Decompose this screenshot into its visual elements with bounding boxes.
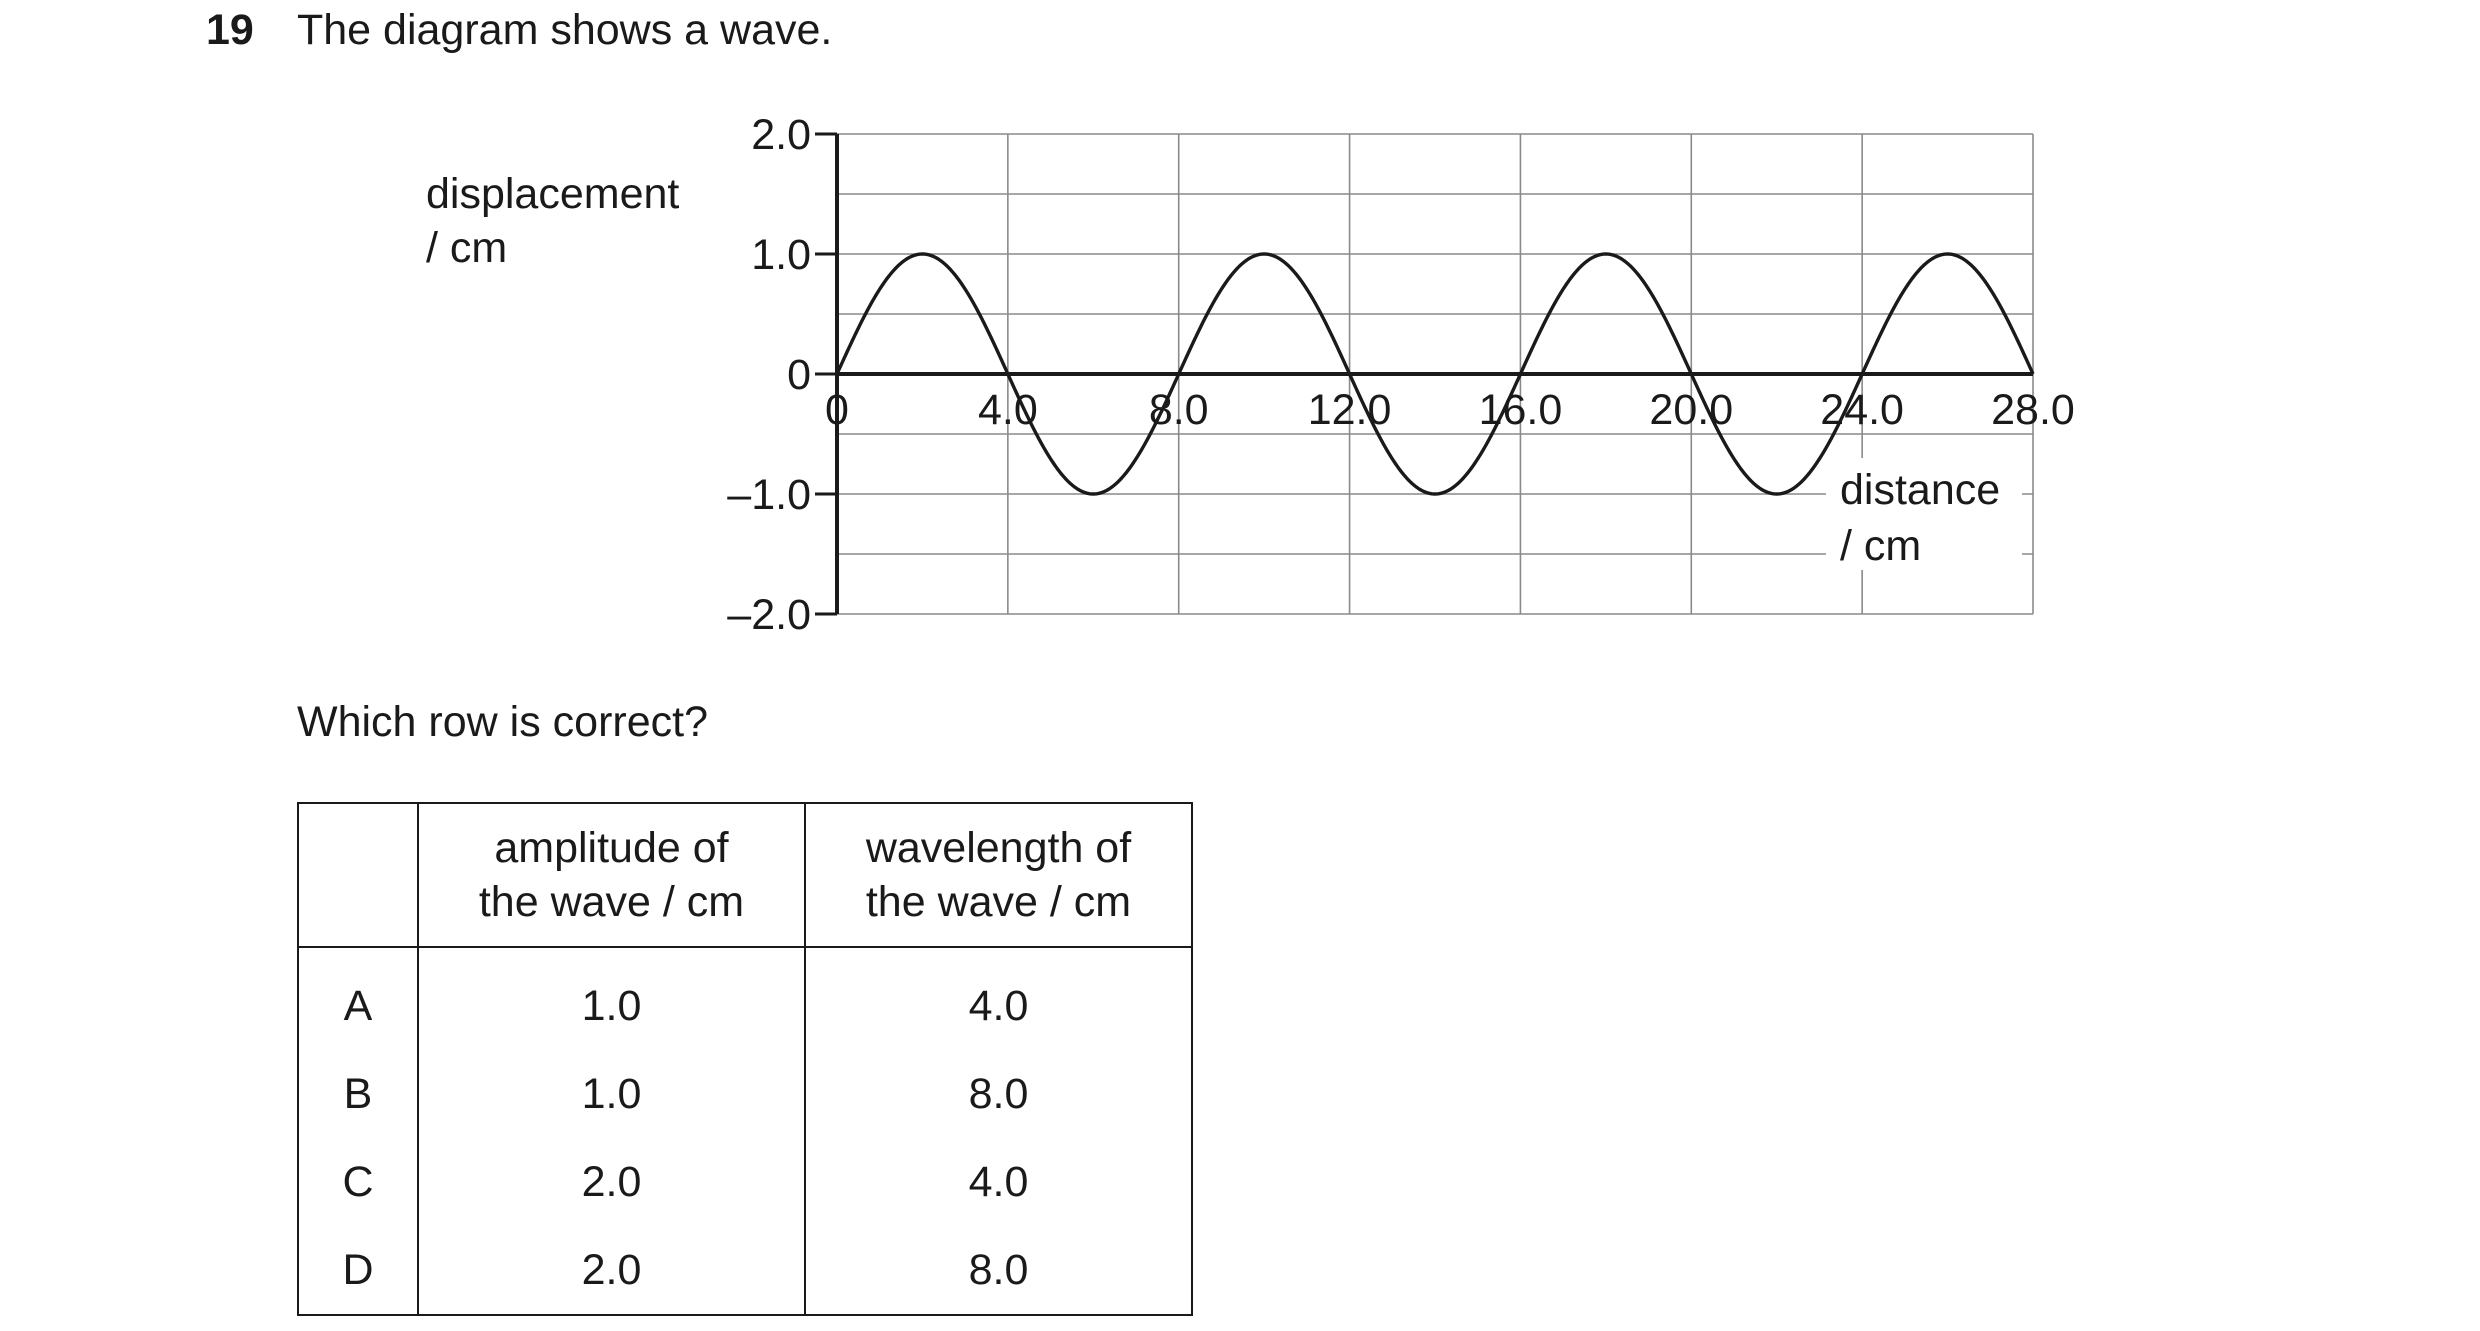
amplitude-header-line1: amplitude of — [494, 824, 729, 872]
wavelength-cell: 4.0 — [804, 947, 1193, 1050]
amplitude-cell: 1.0 — [417, 947, 806, 1050]
wavelength-cell: 8.0 — [804, 1226, 1193, 1316]
option-letter: C — [297, 1138, 419, 1226]
x-axis-label-line1: distance — [1840, 466, 2000, 514]
question-text: The diagram shows a wave. — [297, 6, 833, 54]
wave-chart: 2.0 1.0 0 –1.0 –2.0 0 4.0 8.0 12.0 16.0 20.0 24.0 28… — [727, 111, 2075, 639]
question-prompt: Which row is correct? — [297, 698, 708, 746]
x-tick-label: 0 — [825, 386, 849, 434]
chart-series — [835, 252, 2035, 496]
option-letter: D — [297, 1226, 419, 1316]
table-row[interactable]: B 1.0 8.0 — [297, 1050, 1193, 1138]
y-axis-label-line1: displacement — [426, 170, 680, 218]
y-tick-label: –2.0 — [727, 591, 811, 639]
amplitude-cell: 2.0 — [417, 1226, 806, 1316]
y-tick-label: 2.0 — [751, 111, 811, 159]
answer-table: amplitude of the wave / cm wavelength of… — [297, 802, 1193, 1316]
wavelength-cell: 4.0 — [804, 1138, 1193, 1226]
y-axis-label-line2: / cm — [426, 224, 508, 272]
x-tick-label: 20.0 — [1649, 386, 1733, 434]
y-tick-label: 0 — [787, 351, 811, 399]
amplitude-header-line2: the wave / cm — [478, 878, 745, 926]
chart-labels: 2.0 1.0 0 –1.0 –2.0 0 4.0 8.0 12.0 16.0 20.0 24.0 28… — [727, 111, 2075, 639]
table-header-cell: wavelength of the wave / cm — [804, 802, 1193, 948]
question-number: 19 — [206, 6, 254, 54]
y-tick-label: 1.0 — [751, 231, 811, 279]
amplitude-cell: 2.0 — [417, 1138, 806, 1226]
x-tick-label: 24.0 — [1820, 386, 1904, 434]
wavelength-header-line2: the wave / cm — [865, 878, 1132, 926]
wavelength-cell: 8.0 — [804, 1050, 1193, 1138]
table-row[interactable]: A 1.0 4.0 — [297, 947, 1193, 1050]
table-header-cell — [297, 802, 419, 948]
y-tick-label: –1.0 — [727, 471, 811, 519]
chart-axes — [815, 132, 2033, 616]
amplitude-cell: 1.0 — [417, 1050, 806, 1138]
x-tick-label: 4.0 — [978, 386, 1038, 434]
option-letter: A — [297, 947, 419, 1050]
x-axis-label-line2: / cm — [1840, 522, 1921, 570]
option-letter: B — [297, 1050, 419, 1138]
table-row[interactable]: C 2.0 4.0 — [297, 1138, 1193, 1226]
wavelength-header-line1: wavelength of — [865, 824, 1132, 872]
table-header-cell: amplitude of the wave / cm — [417, 802, 806, 948]
table-header-row: amplitude of the wave / cm wavelength of… — [297, 802, 1193, 948]
x-tick-label: 12.0 — [1308, 386, 1392, 434]
table-row[interactable]: D 2.0 8.0 — [297, 1226, 1193, 1316]
x-axis-label-background — [1826, 458, 2022, 570]
wave-curve — [835, 252, 2035, 496]
x-tick-label: 28.0 — [1991, 386, 2075, 434]
x-tick-label: 8.0 — [1149, 386, 1209, 434]
x-tick-label: 16.0 — [1479, 386, 1563, 434]
y-axis-label: displacement / cm — [426, 167, 679, 275]
